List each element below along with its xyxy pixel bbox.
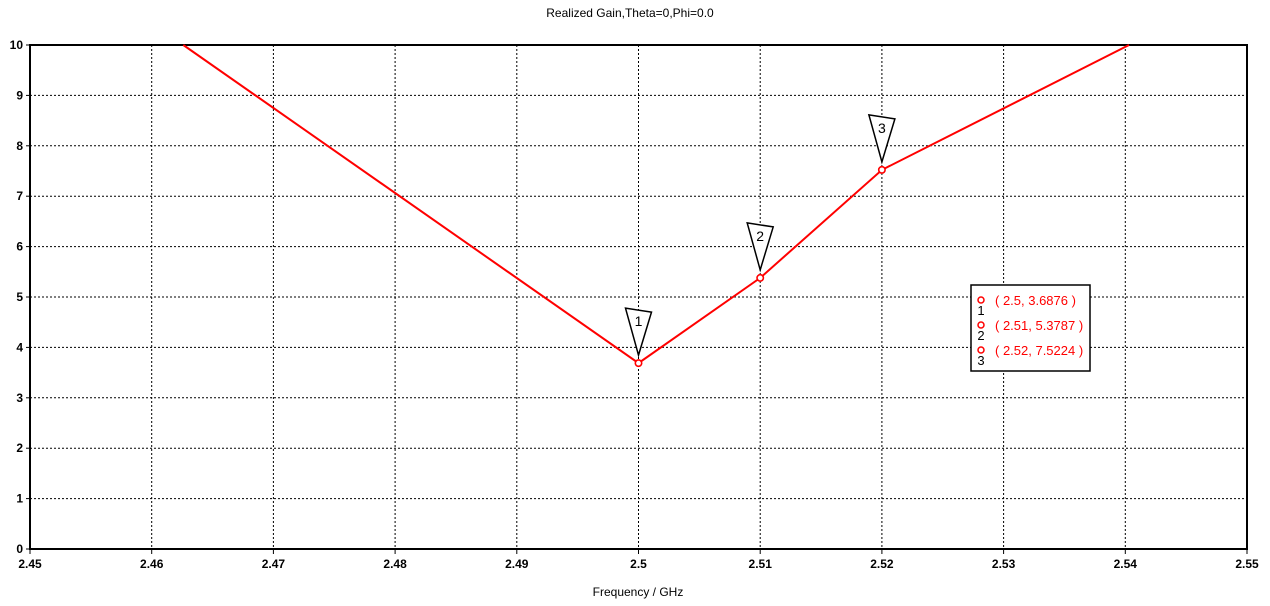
marker-legend: 1 ( 2.5, 3.6876 ) 2 ( 2.51, 5.3787 ) 3 ( 2.52… xyxy=(970,284,1091,372)
x-tick-label: 2.54 xyxy=(1114,557,1138,571)
legend-marker-number: 3 xyxy=(977,353,984,368)
y-tick-label: 8 xyxy=(16,139,23,153)
y-tick-label: 10 xyxy=(10,38,24,52)
marker-label: 3 xyxy=(878,120,886,136)
marker-point xyxy=(756,273,765,282)
x-tick-label: 2.53 xyxy=(992,557,1016,571)
legend-marker-number: 1 xyxy=(977,303,984,318)
y-axis-ticks: 0 1 2 3 4 5 6 7 8 9 10 xyxy=(10,38,30,556)
x-tick-label: 2.45 xyxy=(18,557,42,571)
marker-label: 1 xyxy=(635,313,643,329)
x-tick-label: 2.46 xyxy=(140,557,164,571)
y-tick-label: 9 xyxy=(16,88,23,102)
marker-point xyxy=(634,359,643,368)
legend-marker-icon xyxy=(977,346,985,354)
x-tick-label: 2.55 xyxy=(1235,557,1259,571)
marker-flag xyxy=(867,113,896,165)
x-tick-label: 2.5 xyxy=(630,557,647,571)
y-tick-label: 5 xyxy=(16,290,23,304)
y-tick-label: 6 xyxy=(16,240,23,254)
y-tick-label: 3 xyxy=(16,391,23,405)
marker-label: 2 xyxy=(756,228,764,244)
x-tick-label: 2.48 xyxy=(383,557,407,571)
x-tick-label: 2.52 xyxy=(870,557,894,571)
legend-entry-text: ( 2.5, 3.6876 ) xyxy=(995,293,1076,308)
marker-point xyxy=(877,165,886,174)
x-tick-label: 2.51 xyxy=(749,557,773,571)
marker-flag xyxy=(624,307,653,358)
legend-entry-text: ( 2.51, 5.3787 ) xyxy=(995,318,1083,333)
marker-flag xyxy=(746,221,775,273)
y-tick-label: 1 xyxy=(16,492,23,506)
x-axis-label: Frequency / GHz xyxy=(593,585,684,599)
legend-marker-icon xyxy=(977,296,985,304)
legend-marker-number: 2 xyxy=(977,328,984,343)
y-tick-label: 2 xyxy=(16,441,23,455)
legend-marker-icon xyxy=(977,321,985,329)
x-axis-ticks: 2.45 2.46 2.47 2.48 2.49 2.5 2.51 2.52 2.53 2.54 2… xyxy=(18,549,1259,571)
y-tick-label: 4 xyxy=(16,340,23,354)
legend-box xyxy=(970,284,1091,372)
markers-layer: 1 2 3 xyxy=(624,113,896,368)
y-tick-label: 0 xyxy=(16,542,23,556)
x-tick-label: 2.49 xyxy=(505,557,529,571)
chart-title: Realized Gain,Theta=0,Phi=0.0 xyxy=(546,6,714,20)
x-tick-label: 2.47 xyxy=(262,557,286,571)
legend-entry-text: ( 2.52, 7.5224 ) xyxy=(995,343,1083,358)
y-tick-label: 7 xyxy=(16,189,23,203)
